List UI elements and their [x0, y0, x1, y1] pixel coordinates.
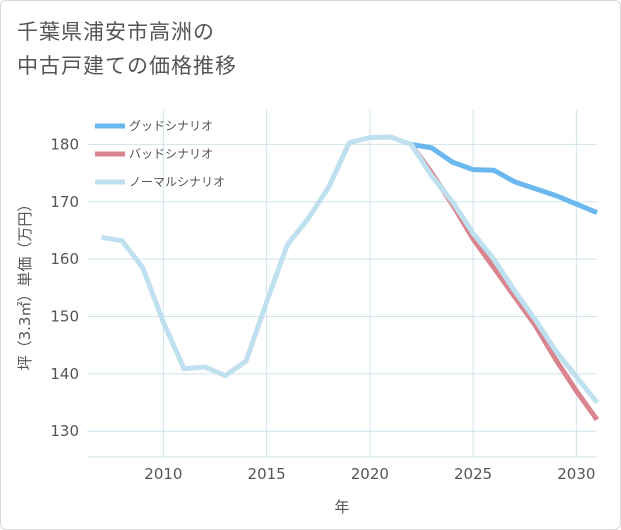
- y-axis-label: 坪（3.3㎡）単価（万円）: [16, 197, 34, 371]
- x-tick-label: 2010: [144, 465, 182, 483]
- series-lines: [101, 134, 600, 422]
- y-tick-label: 130: [50, 422, 79, 440]
- x-tick-label: 2030: [557, 465, 595, 483]
- y-tick-label: 150: [50, 307, 79, 325]
- x-tick-label: 2015: [248, 465, 286, 483]
- y-tick-label: 160: [50, 250, 79, 268]
- x-axis-label: 年: [334, 498, 349, 516]
- legend-label: グッドシナリオ: [129, 119, 213, 133]
- y-tick-label: 180: [50, 135, 79, 153]
- grid-lines: [87, 110, 597, 458]
- legend-label: ノーマルシナリオ: [129, 175, 225, 189]
- y-tick-label: 170: [50, 193, 79, 211]
- y-tick-label: 140: [50, 365, 79, 383]
- x-tick-label: 2025: [454, 465, 492, 483]
- series-line-1: [410, 141, 598, 216]
- legend-label: バッドシナリオ: [129, 147, 213, 161]
- series-line-3: [101, 134, 599, 405]
- x-tick-label: 2020: [351, 465, 389, 483]
- chart-title: 千葉県浦安市高洲の 中古戸建ての価格推移: [17, 20, 237, 78]
- tick-labels: 130 140 150 160 170 180 2010 2015 2020 2025 2030: [50, 135, 595, 483]
